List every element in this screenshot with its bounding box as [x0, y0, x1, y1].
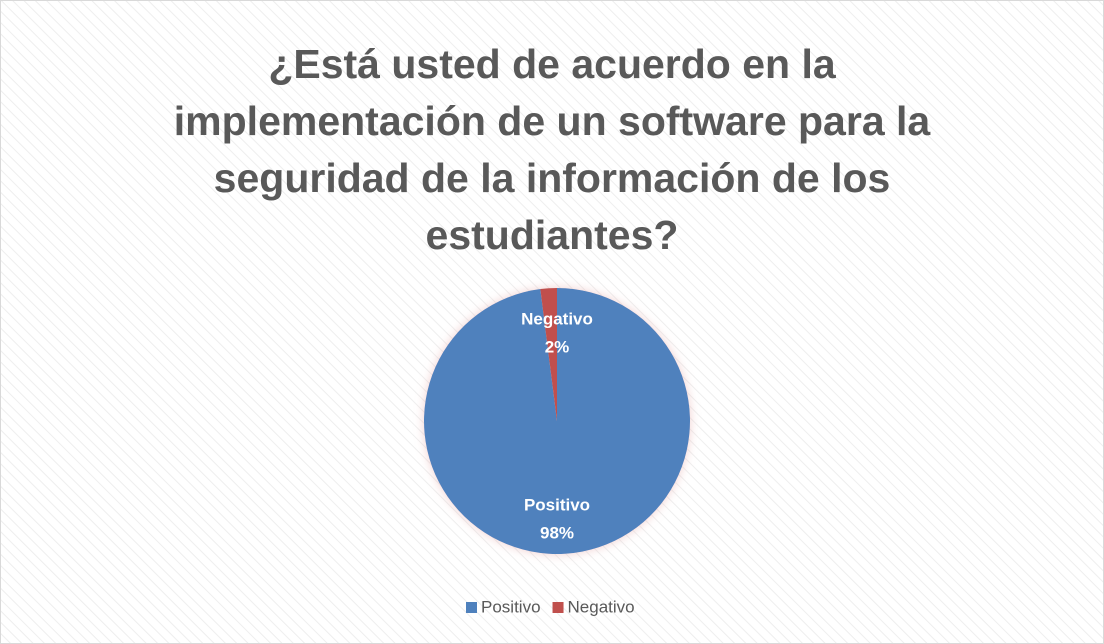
legend-label: Positivo: [481, 597, 541, 616]
pie-slice: [540, 288, 557, 421]
data-label-name: Positivo: [524, 495, 590, 514]
data-label-value: 2%: [545, 337, 570, 356]
data-label-name: Negativo: [521, 309, 593, 328]
pie-slice: [423, 288, 690, 554]
legend-swatch: [552, 602, 564, 613]
legend-label: Negativo: [568, 597, 635, 616]
chart-title: ¿Está usted de acuerdo en la implementac…: [173, 41, 931, 258]
legend-swatch: [466, 602, 477, 613]
data-label-value: 98%: [540, 523, 574, 542]
pie: [423, 288, 690, 554]
